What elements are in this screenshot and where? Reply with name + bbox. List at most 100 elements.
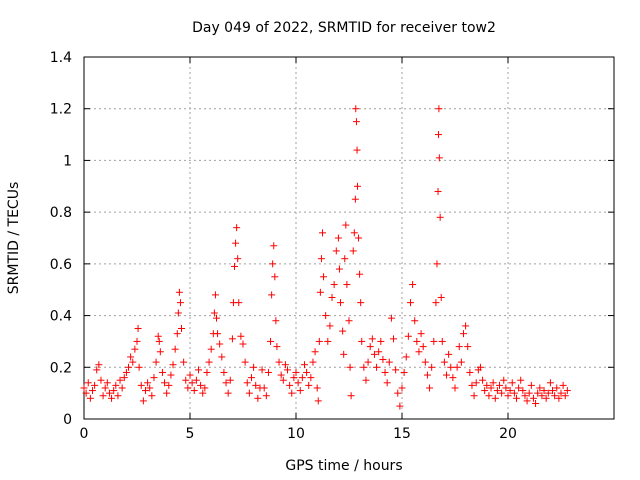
data-point xyxy=(423,371,431,379)
data-point xyxy=(234,255,242,263)
data-point xyxy=(419,343,427,351)
data-point xyxy=(515,384,523,392)
data-point xyxy=(320,273,328,281)
data-point xyxy=(97,376,105,384)
data-point xyxy=(404,332,412,340)
data-point xyxy=(534,389,542,397)
data-point xyxy=(457,358,465,366)
data-point xyxy=(328,293,336,301)
data-point xyxy=(532,399,540,407)
data-point xyxy=(432,299,440,307)
data-point xyxy=(84,379,92,387)
data-point xyxy=(504,392,512,400)
data-point xyxy=(559,381,567,389)
data-point xyxy=(428,363,436,371)
data-point xyxy=(368,335,376,343)
data-point xyxy=(542,394,550,402)
data-point xyxy=(468,381,476,389)
data-point xyxy=(211,291,219,299)
data-point xyxy=(281,361,289,369)
data-point xyxy=(311,348,319,356)
data-point xyxy=(453,363,461,371)
data-point xyxy=(517,376,525,384)
data-point xyxy=(148,392,156,400)
data-point xyxy=(99,392,107,400)
axis-ticks: 0 5 10 15 20 0 0.2 0.4 0.6 0.8 1 1.2 1.4 xyxy=(50,50,614,442)
data-point xyxy=(350,229,358,237)
data-point xyxy=(91,381,99,389)
data-point xyxy=(254,394,262,402)
data-point xyxy=(339,327,347,335)
y-tick-label: 0.6 xyxy=(50,257,72,273)
data-point xyxy=(284,366,292,374)
data-point xyxy=(352,105,360,113)
data-point xyxy=(203,368,211,376)
data-point xyxy=(178,325,186,332)
x-tick-label: 15 xyxy=(393,426,411,442)
data-point xyxy=(434,187,442,195)
y-tick-label: 0.8 xyxy=(50,205,72,221)
data-point xyxy=(307,374,315,382)
x-axis-label: GPS time / hours xyxy=(285,458,402,474)
data-point xyxy=(433,260,441,268)
data-point xyxy=(288,389,296,397)
data-point xyxy=(489,379,497,387)
data-point xyxy=(525,389,533,397)
data-point xyxy=(402,353,410,361)
data-point xyxy=(417,330,425,338)
data-point xyxy=(305,381,313,389)
data-point xyxy=(493,387,501,395)
y-tick-label: 0.4 xyxy=(50,309,72,325)
data-point xyxy=(527,381,535,389)
data-point xyxy=(114,392,122,400)
data-point xyxy=(194,366,202,374)
data-point xyxy=(228,335,236,343)
y-tick-label: 1.2 xyxy=(50,102,72,118)
data-point xyxy=(300,361,308,369)
data-point xyxy=(464,343,472,351)
data-point xyxy=(443,371,451,379)
data-point xyxy=(167,371,175,379)
data-point xyxy=(105,389,113,397)
data-point xyxy=(377,337,385,345)
data-point xyxy=(201,384,209,392)
data-point xyxy=(553,384,561,392)
data-point xyxy=(470,392,478,400)
data-point xyxy=(137,381,145,389)
data-point xyxy=(298,374,306,382)
data-point xyxy=(396,402,404,410)
data-point xyxy=(561,392,569,400)
data-point xyxy=(435,105,443,113)
data-point xyxy=(437,293,445,301)
data-point xyxy=(434,131,442,139)
data-point xyxy=(267,337,275,345)
data-point xyxy=(88,387,96,395)
data-point xyxy=(519,387,527,395)
grid-lines xyxy=(84,57,614,419)
data-point xyxy=(449,374,457,382)
data-point xyxy=(277,371,285,379)
data-point xyxy=(322,312,330,320)
data-point xyxy=(154,332,162,340)
data-point xyxy=(340,350,348,358)
data-point xyxy=(352,118,360,126)
data-point xyxy=(415,348,423,356)
data-point xyxy=(303,368,311,376)
data-point xyxy=(335,265,343,273)
data-point xyxy=(341,255,349,263)
data-point xyxy=(273,343,281,351)
data-point xyxy=(483,381,491,389)
data-point xyxy=(275,358,283,366)
x-tick-label: 10 xyxy=(287,426,305,442)
data-point xyxy=(353,146,361,154)
data-point xyxy=(224,389,232,397)
data-point xyxy=(118,384,126,392)
data-point xyxy=(292,368,300,376)
data-point xyxy=(272,317,280,325)
data-point xyxy=(438,337,446,345)
data-point xyxy=(279,376,287,384)
data-point xyxy=(485,392,493,400)
data-point xyxy=(487,384,495,392)
data-point xyxy=(459,330,467,338)
